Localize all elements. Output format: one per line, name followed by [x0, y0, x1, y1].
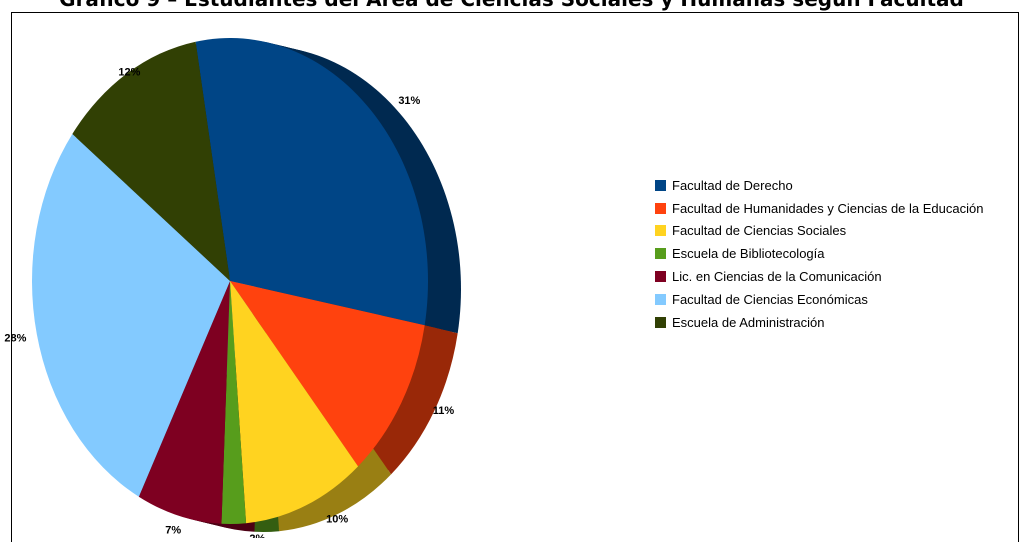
legend-label: Facultad de Humanidades y Ciencias de la… — [672, 200, 984, 216]
pie-labels-layer: 31% 11% 10% 2% 7% 28% 12% — [4, 67, 454, 538]
legend-item: Escuela de Bibliotecología — [655, 242, 983, 265]
legend-swatch — [655, 271, 666, 283]
legend-label: Facultad de Ciencias Sociales — [672, 223, 847, 239]
legend-swatch — [655, 293, 666, 305]
legend-item: Facultad de Derecho — [655, 174, 983, 197]
legend-label: Escuela de Administración — [672, 314, 825, 330]
legend-item: Facultad de Ciencias Sociales — [655, 220, 983, 243]
pie-slice-5 — [31, 133, 231, 497]
pie-slice-1 — [230, 281, 425, 467]
legend-swatch — [655, 202, 666, 214]
legend: Facultad de Derecho Facultad de Humanidad… — [655, 174, 983, 334]
slice-label-2: 10% — [326, 513, 348, 525]
slice-label-6: 12% — [118, 67, 140, 79]
slice-label-1: 11% — [433, 405, 455, 417]
legend-item: Lic. en Ciencias de la Comunicación — [655, 265, 983, 288]
legend-label: Facultad de Ciencias Económicas — [672, 291, 868, 307]
pie-slice-0 — [195, 38, 428, 326]
legend-item: Escuela de Administración — [655, 311, 983, 334]
legend-swatch — [655, 225, 666, 237]
pie-slice-6 — [72, 41, 230, 282]
legend-swatch — [655, 179, 666, 191]
legend-label: Lic. en Ciencias de la Comunicación — [672, 269, 882, 285]
slice-label-3: 2% — [249, 533, 265, 538]
legend-item: Facultad de Humanidades y Ciencias de la… — [655, 197, 983, 220]
legend-item: Facultad de Ciencias Económicas — [655, 288, 983, 311]
legend-swatch — [655, 316, 666, 328]
legend-swatch — [655, 248, 666, 260]
pie-slice-2 — [230, 281, 359, 524]
chart-frame — [11, 12, 1019, 542]
legend-label: Escuela de Bibliotecología — [672, 246, 825, 262]
pie-top-layer — [31, 38, 428, 524]
pie-slice-4 — [138, 281, 230, 524]
chart-title: Gráfico 9 – Estudiantes del Área de Cien… — [0, 0, 1023, 12]
legend-label: Facultad de Derecho — [672, 177, 793, 193]
pie-slice-3 — [221, 281, 247, 524]
slice-label-0: 31% — [398, 95, 420, 107]
slice-label-5: 28% — [4, 332, 26, 344]
slice-label-4: 7% — [165, 524, 181, 536]
